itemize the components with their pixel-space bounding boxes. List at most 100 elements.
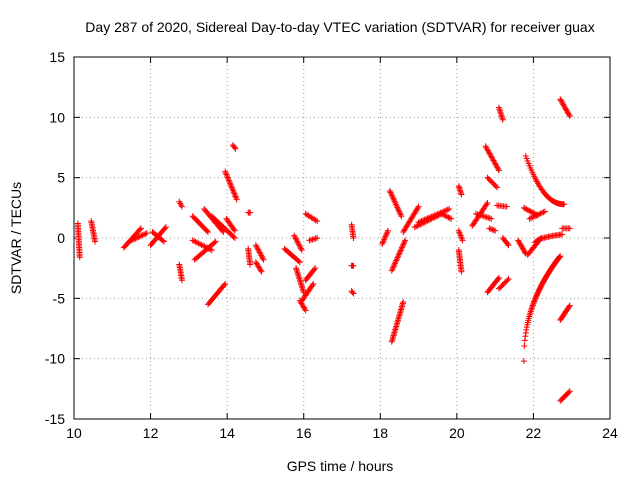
data-point bbox=[189, 237, 196, 244]
data-point bbox=[393, 257, 400, 264]
data-point bbox=[566, 388, 573, 395]
data-point bbox=[223, 171, 230, 178]
data-point bbox=[228, 183, 235, 190]
data-point bbox=[311, 266, 318, 273]
data-point bbox=[487, 225, 494, 232]
data-point bbox=[441, 207, 448, 214]
data-point bbox=[380, 238, 387, 245]
tick-labels: 10 12 14 16 18 20 22 24 -15 -10 -5 0 5 10 15 bbox=[45, 49, 618, 441]
data-point bbox=[529, 214, 536, 221]
data-point bbox=[400, 298, 407, 305]
data-point bbox=[495, 166, 502, 173]
data-point bbox=[526, 215, 533, 222]
data-point bbox=[396, 208, 403, 215]
data-point bbox=[230, 189, 237, 196]
data-point bbox=[199, 242, 206, 249]
y-tick-label: 5 bbox=[57, 170, 65, 186]
data-point bbox=[314, 235, 321, 241]
data-point bbox=[391, 260, 398, 267]
data-point bbox=[382, 233, 389, 240]
data-point bbox=[229, 186, 236, 193]
data-point bbox=[505, 276, 512, 283]
data-point bbox=[92, 238, 99, 245]
data-point bbox=[296, 259, 303, 266]
data-point bbox=[559, 100, 566, 107]
data-point bbox=[233, 194, 240, 201]
data-point bbox=[205, 228, 211, 235]
data-point bbox=[438, 210, 445, 217]
data-point bbox=[390, 264, 397, 271]
data-point bbox=[230, 233, 237, 240]
data-point bbox=[411, 224, 418, 231]
data-point bbox=[225, 175, 232, 182]
data-point bbox=[227, 181, 234, 188]
data-point bbox=[557, 96, 564, 103]
data-point bbox=[312, 217, 319, 224]
data-point bbox=[227, 180, 234, 187]
data-point bbox=[526, 207, 533, 214]
data-point bbox=[395, 253, 402, 260]
data-point bbox=[561, 104, 568, 111]
data-point bbox=[564, 109, 571, 116]
data-point bbox=[441, 212, 448, 219]
data-point bbox=[142, 230, 149, 237]
data-point bbox=[392, 258, 399, 265]
data-point bbox=[439, 211, 446, 218]
chart-title: Day 287 of 2020, Sidereal Day-to-day VTE… bbox=[85, 19, 594, 35]
data-point bbox=[397, 248, 404, 255]
data-point bbox=[414, 204, 421, 211]
data-point bbox=[563, 106, 570, 113]
data-point bbox=[392, 201, 399, 208]
data-point bbox=[388, 267, 395, 274]
data-point bbox=[178, 277, 185, 284]
data-point bbox=[389, 266, 396, 273]
data-point bbox=[418, 218, 425, 225]
data-points bbox=[74, 96, 573, 404]
data-point bbox=[527, 208, 534, 215]
data-point bbox=[395, 207, 402, 214]
data-point bbox=[560, 102, 567, 109]
data-point bbox=[524, 207, 531, 214]
data-point bbox=[504, 277, 511, 284]
data-point bbox=[396, 250, 403, 257]
data-point bbox=[537, 210, 544, 217]
data-point bbox=[384, 229, 391, 236]
data-point bbox=[566, 302, 573, 309]
data-point bbox=[397, 247, 404, 254]
data-point bbox=[222, 170, 229, 177]
data-point bbox=[136, 233, 143, 240]
data-point bbox=[488, 215, 495, 222]
data-point bbox=[386, 187, 393, 194]
data-point bbox=[295, 258, 302, 265]
data-point bbox=[388, 190, 395, 197]
x-tick-label: 22 bbox=[526, 425, 542, 441]
x-tick-label: 20 bbox=[449, 425, 465, 441]
data-point bbox=[401, 238, 408, 245]
data-point bbox=[402, 237, 409, 244]
data-point bbox=[138, 225, 144, 232]
data-point bbox=[222, 168, 229, 175]
data-point bbox=[530, 209, 537, 216]
data-point bbox=[566, 303, 573, 310]
data-point bbox=[198, 241, 205, 248]
data-point bbox=[530, 244, 537, 251]
data-point bbox=[389, 193, 396, 200]
data-point bbox=[143, 230, 150, 237]
data-point bbox=[414, 222, 421, 229]
data-point bbox=[212, 238, 219, 245]
data-point bbox=[535, 236, 542, 243]
data-point bbox=[495, 274, 502, 281]
data-point bbox=[446, 215, 453, 222]
data-point bbox=[260, 256, 267, 263]
data-point bbox=[140, 231, 147, 238]
data-point bbox=[309, 282, 316, 289]
data-point bbox=[391, 261, 398, 268]
data-point bbox=[446, 206, 453, 213]
x-tick-label: 12 bbox=[143, 425, 159, 441]
data-point bbox=[565, 110, 572, 117]
data-point bbox=[562, 105, 569, 112]
data-point bbox=[448, 215, 455, 222]
data-point bbox=[76, 254, 83, 261]
x-tick-label: 18 bbox=[372, 425, 388, 441]
data-point bbox=[390, 263, 397, 270]
